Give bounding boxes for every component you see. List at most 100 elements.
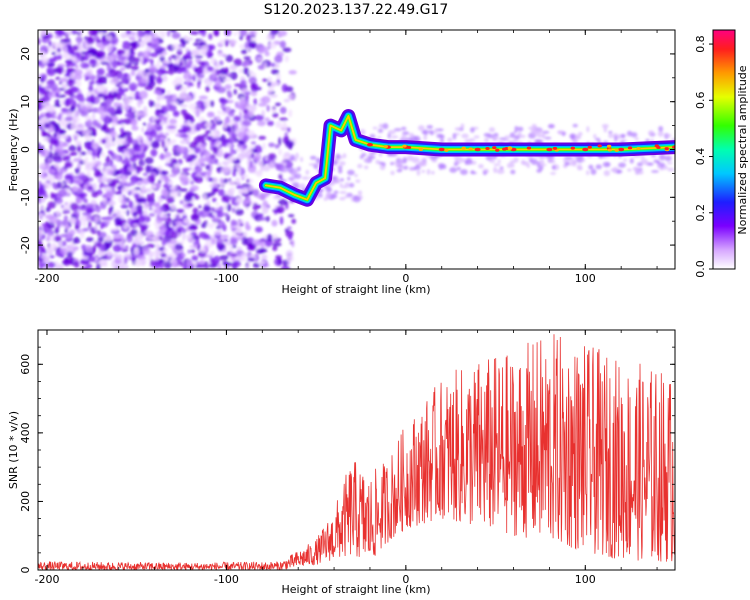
spectrogram-speckle bbox=[156, 94, 161, 102]
spectrogram-halo-speckle bbox=[330, 180, 335, 187]
spectrogram-speckle bbox=[104, 94, 111, 100]
spectrogram-speckle bbox=[131, 187, 135, 196]
spectrogram-halo-speckle bbox=[489, 159, 496, 163]
spectrogram-speckle bbox=[206, 111, 215, 118]
spectrogram-speckle bbox=[103, 115, 111, 124]
spectrogram-speckle bbox=[180, 176, 189, 186]
spectrogram-speckle bbox=[73, 157, 82, 162]
spectrogram-halo-speckle bbox=[347, 176, 351, 181]
spectrogram-halo-speckle bbox=[388, 130, 396, 135]
spectrogram-speckle bbox=[64, 201, 68, 206]
spectrogram-speckle bbox=[48, 157, 53, 163]
spectrogram-peak bbox=[654, 144, 659, 148]
spectrogram-speckle bbox=[168, 252, 179, 257]
spectrogram-speckle bbox=[167, 180, 174, 186]
spectrogram-speckle bbox=[289, 138, 297, 142]
spectrogram-speckle bbox=[262, 142, 266, 150]
spectrogram-speckle bbox=[194, 55, 204, 59]
spectrogram-speckle bbox=[41, 129, 47, 137]
spectrogram-halo-speckle bbox=[586, 126, 590, 133]
spectrogram-speckle bbox=[136, 100, 142, 108]
spectrogram-speckle bbox=[40, 258, 44, 262]
spectrogram-speckle bbox=[197, 261, 204, 266]
spectrogram-speckle bbox=[134, 91, 141, 100]
snr-y-tick-label: 0 bbox=[19, 567, 32, 574]
spectrogram-speckle bbox=[183, 112, 191, 120]
spectrogram-halo-speckle bbox=[590, 168, 597, 175]
spectrogram-speckle bbox=[119, 167, 127, 174]
spectrogram-speckle bbox=[117, 134, 124, 139]
spectrogram-speckle bbox=[66, 155, 71, 162]
spectrogram-halo-speckle bbox=[295, 152, 299, 159]
spectrogram-speckle bbox=[180, 86, 187, 94]
spectrogram-speckle bbox=[165, 118, 169, 127]
spectrogram-speckle bbox=[233, 122, 239, 131]
spectrogram-peak bbox=[552, 146, 558, 150]
spectrogram-speckle bbox=[165, 213, 171, 217]
spectrogram-speckle bbox=[51, 155, 62, 160]
spectrogram-speckle bbox=[195, 173, 201, 177]
spectrogram-speckle bbox=[155, 108, 160, 118]
spectrogram-speckle bbox=[174, 76, 184, 85]
spectrogram-speckle bbox=[108, 207, 112, 216]
colorbar-tick-label: 0.8 bbox=[694, 35, 707, 53]
spectrogram-speckle bbox=[235, 147, 243, 152]
spectrogram-y-tick-label: 20 bbox=[19, 47, 32, 61]
spectrogram-halo-speckle bbox=[614, 135, 618, 142]
spectrogram-speckle bbox=[151, 100, 155, 107]
spectrogram-speckle bbox=[216, 86, 226, 94]
spectrogram-speckle bbox=[76, 103, 81, 108]
spectrogram-speckle bbox=[60, 134, 69, 139]
spectrogram-halo-speckle bbox=[283, 167, 288, 173]
spectrogram-speckle bbox=[256, 195, 265, 199]
spectrogram-speckle bbox=[168, 239, 178, 245]
spectrogram-speckle bbox=[131, 106, 136, 112]
spectrogram-speckle bbox=[190, 249, 195, 254]
spectrogram-speckle bbox=[53, 132, 58, 138]
spectrogram-speckle bbox=[218, 150, 224, 158]
spectrogram-speckle bbox=[146, 243, 156, 249]
spectrogram-halo-speckle bbox=[363, 158, 368, 163]
spectrogram-peak bbox=[546, 147, 553, 152]
spectrogram-speckle bbox=[115, 217, 122, 225]
spectrogram-speckle bbox=[43, 194, 49, 199]
spectrogram-speckle bbox=[159, 259, 165, 264]
spectrogram-speckle bbox=[185, 157, 194, 163]
spectrogram-speckle bbox=[194, 166, 203, 173]
spectrogram-speckle bbox=[43, 122, 51, 129]
spectrogram-speckle bbox=[275, 102, 282, 107]
spectrogram-halo-speckle bbox=[570, 134, 576, 140]
spectrogram-speckle bbox=[266, 233, 273, 242]
spectrogram-speckle bbox=[106, 44, 113, 53]
spectrogram-speckle bbox=[261, 96, 271, 104]
spectrogram-speckle bbox=[274, 63, 280, 69]
spectrogram-speckle bbox=[132, 31, 136, 37]
spectrogram-speckle bbox=[219, 98, 229, 105]
spectrogram-halo-speckle bbox=[396, 169, 403, 173]
spectrogram-speckle bbox=[267, 153, 277, 160]
spectrogram-halo-speckle bbox=[550, 171, 557, 175]
spectrogram-speckle bbox=[119, 66, 126, 72]
spectrogram-speckle bbox=[145, 188, 152, 193]
spectrogram-speckle bbox=[112, 244, 122, 253]
spectrogram-speckle bbox=[219, 177, 224, 183]
spectrogram-halo-speckle bbox=[357, 190, 363, 196]
spectrogram-halo-speckle bbox=[434, 127, 438, 135]
spectrogram-speckle bbox=[181, 229, 186, 234]
spectrogram-halo-speckle bbox=[561, 131, 566, 137]
spectrogram-speckle bbox=[282, 259, 288, 267]
spectrogram-speckle bbox=[282, 47, 292, 53]
spectrogram-speckle bbox=[198, 157, 205, 165]
spectrogram-speckle bbox=[119, 90, 125, 96]
spectrogram-halo-speckle bbox=[426, 125, 433, 129]
spectrogram-speckle bbox=[115, 92, 122, 101]
spectrogram-speckle bbox=[105, 190, 115, 198]
spectrogram-speckle bbox=[89, 76, 98, 80]
spectrogram-speckle bbox=[123, 72, 128, 77]
spectrogram-halo-speckle bbox=[657, 131, 664, 137]
spectrogram-speckle bbox=[258, 217, 267, 221]
spectrogram-speckle bbox=[137, 197, 146, 203]
spectrogram-speckle bbox=[123, 59, 128, 65]
spectrogram-speckle bbox=[164, 151, 172, 158]
spectrogram-halo-speckle bbox=[354, 173, 358, 178]
